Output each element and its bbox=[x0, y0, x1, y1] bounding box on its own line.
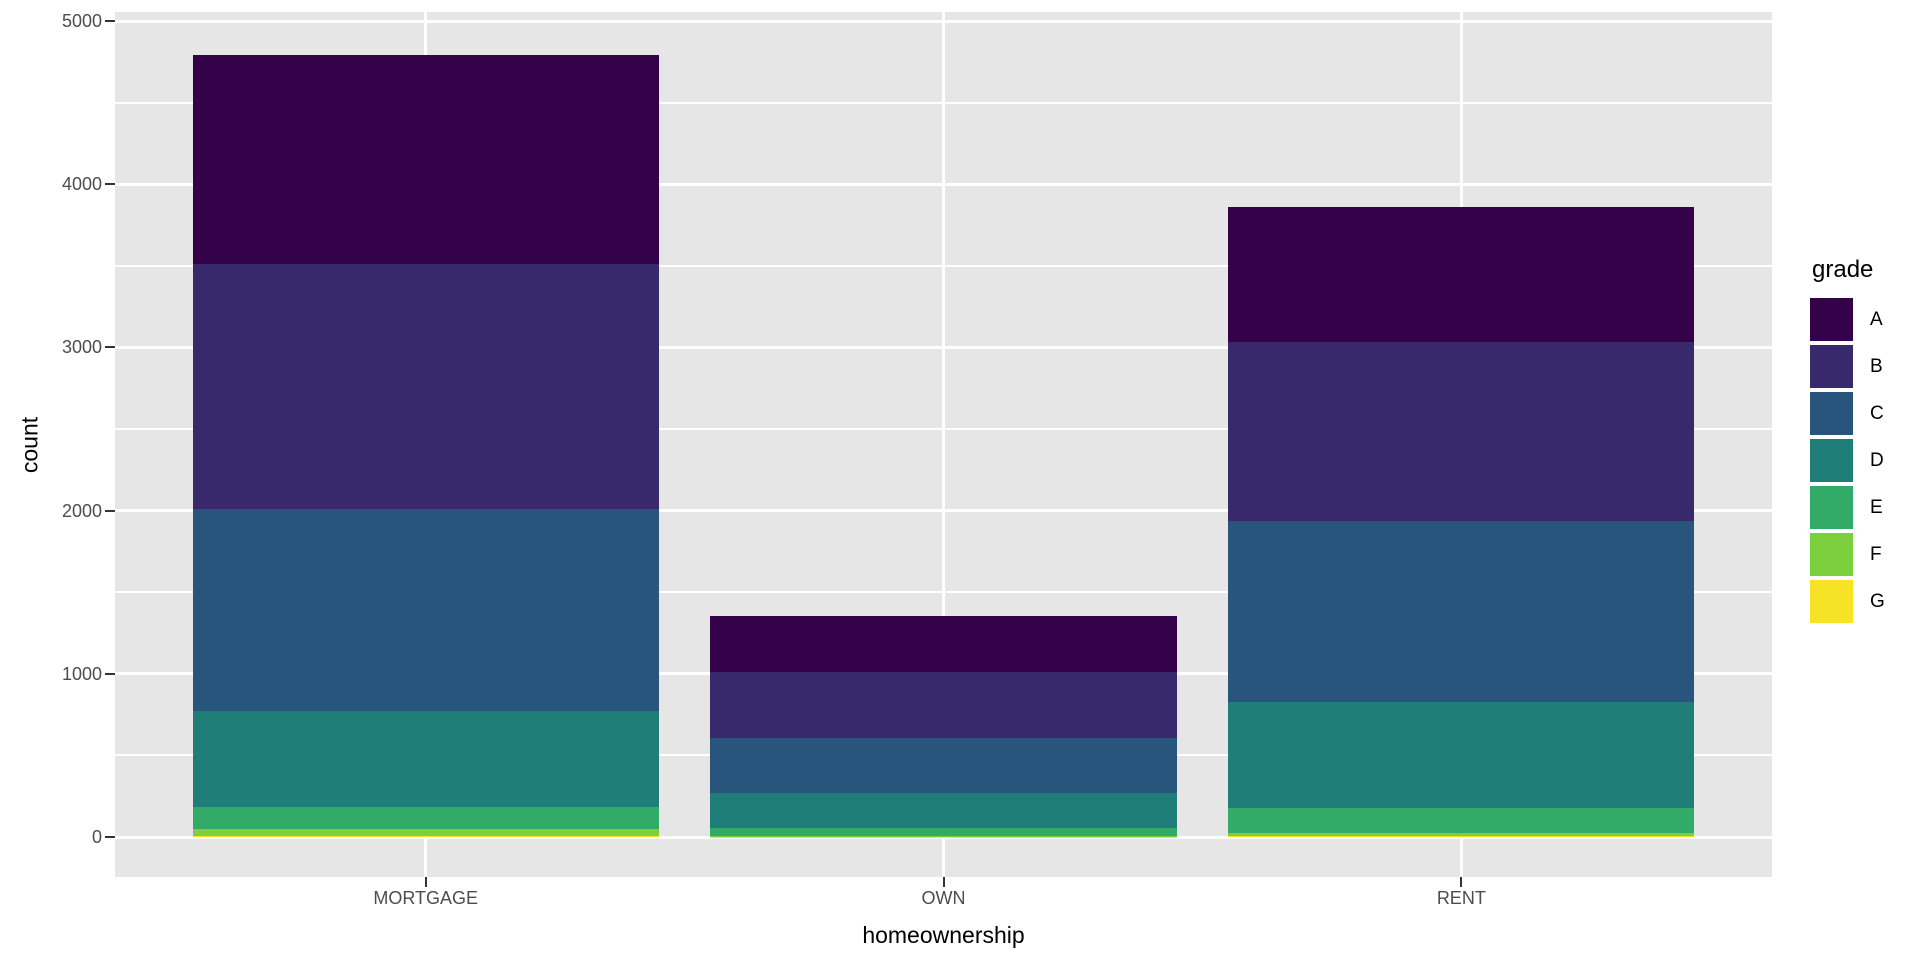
bar-segment-RENT-A bbox=[1228, 207, 1695, 343]
bar-segment-OWN-A bbox=[710, 616, 1177, 672]
x-tick-mark bbox=[942, 877, 945, 887]
y-tick-label: 4000 bbox=[61, 174, 102, 195]
y-tick-label: 1000 bbox=[61, 663, 102, 684]
legend-label: E bbox=[1870, 496, 1883, 518]
y-tick-mark bbox=[105, 509, 115, 512]
bar-segment-MORTGAGE-D bbox=[192, 710, 659, 807]
legend-key-swatch bbox=[1810, 298, 1853, 341]
bar-segment-MORTGAGE-E bbox=[192, 806, 659, 830]
legend-item-C: C bbox=[1810, 392, 1885, 435]
bar-segment-MORTGAGE-C bbox=[192, 508, 659, 711]
bar-segment-MORTGAGE-B bbox=[192, 264, 659, 509]
legend-key-swatch bbox=[1810, 392, 1853, 435]
bar-segment-RENT-C bbox=[1228, 520, 1695, 703]
bar-segment-OWN-E bbox=[710, 828, 1177, 836]
y-tick-mark bbox=[105, 183, 115, 186]
bar-segment-OWN-F bbox=[710, 835, 1177, 837]
legend-key-swatch bbox=[1810, 580, 1853, 623]
legend-key-swatch bbox=[1810, 486, 1853, 529]
legend-item-A: A bbox=[1810, 298, 1885, 341]
legend-title: grade bbox=[1812, 256, 1874, 283]
bar-segment-OWN-B bbox=[710, 671, 1177, 739]
y-tick-mark bbox=[105, 20, 115, 22]
legend-key-swatch bbox=[1810, 439, 1853, 482]
legend-label: A bbox=[1870, 308, 1883, 330]
legend-key-swatch bbox=[1810, 533, 1853, 576]
legend-item-B: B bbox=[1810, 345, 1885, 388]
legend-label: G bbox=[1870, 590, 1885, 612]
bar-segment-MORTGAGE-F bbox=[192, 829, 659, 836]
y-tick-mark bbox=[105, 346, 115, 349]
y-tick-label: 2000 bbox=[61, 500, 102, 521]
legend-label: F bbox=[1870, 543, 1882, 565]
x-axis-title: homeownership bbox=[862, 922, 1025, 948]
legend-item-G: G bbox=[1810, 580, 1885, 623]
legend-item-D: D bbox=[1810, 439, 1885, 482]
bar-segment-RENT-F bbox=[1228, 833, 1695, 836]
bar-segment-OWN-D bbox=[710, 793, 1177, 829]
legend-label: C bbox=[1870, 402, 1884, 424]
bar-segment-RENT-B bbox=[1228, 342, 1695, 521]
y-tick-mark bbox=[105, 836, 115, 838]
plot-panel bbox=[115, 12, 1772, 877]
legend-label: B bbox=[1870, 355, 1883, 377]
y-tick-label: 3000 bbox=[61, 337, 102, 358]
y-tick-label: 5000 bbox=[61, 11, 102, 31]
y-axis-title: count bbox=[16, 416, 43, 473]
x-tick-label: OWN bbox=[921, 888, 966, 908]
legend-item-E: E bbox=[1810, 486, 1885, 529]
y-tick-label: 0 bbox=[91, 827, 102, 847]
x-tick-mark bbox=[424, 877, 427, 887]
legend-label: D bbox=[1870, 449, 1884, 471]
legend-key-swatch bbox=[1810, 345, 1853, 388]
bar-segment-RENT-E bbox=[1228, 808, 1695, 834]
legend-item-F: F bbox=[1810, 533, 1885, 576]
legend-items: A B C D E F G bbox=[1810, 298, 1885, 623]
x-tick-mark bbox=[1460, 877, 1463, 887]
x-tick-label: RENT bbox=[1436, 888, 1486, 908]
legend: grade A B C D E F G bbox=[1810, 256, 1885, 627]
bar-segment-OWN-C bbox=[710, 738, 1177, 794]
x-tick-label: MORTGAGE bbox=[373, 888, 479, 908]
y-tick-mark bbox=[105, 672, 115, 675]
bar-segment-MORTGAGE-G bbox=[192, 835, 659, 837]
bar-segment-RENT-G bbox=[1228, 836, 1695, 837]
bar-segment-MORTGAGE-A bbox=[192, 55, 659, 265]
bar-segment-RENT-D bbox=[1228, 702, 1695, 809]
gridline-vertical bbox=[942, 12, 945, 877]
